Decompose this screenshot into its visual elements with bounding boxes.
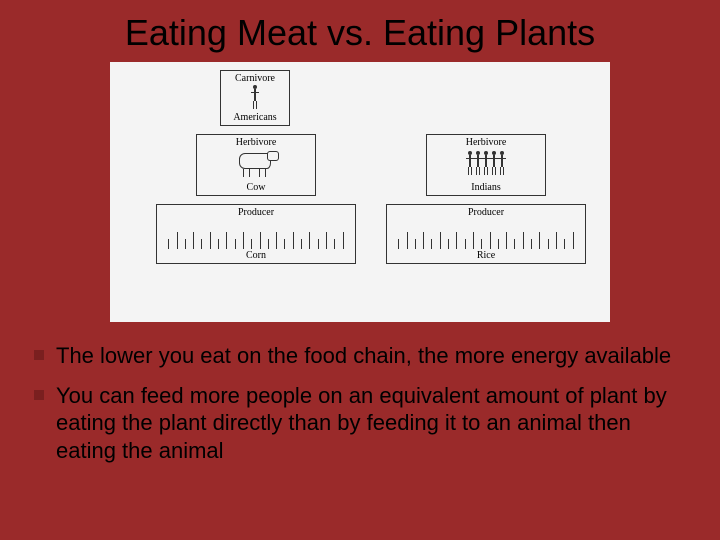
left-pyramid-level-1: HerbivoreCow — [196, 134, 316, 196]
left-pyramid-level-0: Carnivore Americans — [220, 70, 290, 126]
bullet-item-0: The lower you eat on the food chain, the… — [56, 342, 680, 370]
organism-label: Americans — [221, 112, 289, 123]
trophic-label: Herbivore — [427, 137, 545, 148]
foodchain-diagram: CarnivoreAmericansHerbivoreCowProducerCo… — [110, 62, 610, 322]
person-icon — [251, 85, 259, 109]
cow-icon — [233, 149, 279, 177]
organism-label: Rice — [387, 250, 585, 261]
bullet-item-1: You can feed more people on an equivalen… — [56, 382, 680, 465]
trophic-label: Producer — [387, 207, 585, 218]
organism-label: Corn — [157, 250, 355, 261]
person-icon — [482, 151, 490, 175]
people-group — [427, 151, 545, 178]
person-icon — [474, 151, 482, 175]
organism-label: Cow — [197, 182, 315, 193]
person-group — [221, 85, 289, 112]
left-pyramid-level-2: Producer Corn — [156, 204, 356, 264]
slide-title: Eating Meat vs. Eating Plants — [0, 0, 720, 54]
organism-label: Indians — [427, 182, 545, 193]
trophic-label: Carnivore — [221, 73, 289, 84]
plants-icon — [391, 225, 581, 249]
slide: Eating Meat vs. Eating Plants Carnivore A… — [0, 0, 720, 540]
person-icon — [466, 151, 474, 175]
plants-icon — [161, 225, 351, 249]
person-icon — [498, 151, 506, 175]
right-pyramid-level-1: Producer Rice — [386, 204, 586, 264]
bullet-list: The lower you eat on the food chain, the… — [0, 342, 720, 464]
diagram-wrapper: CarnivoreAmericansHerbivoreCowProducerCo… — [0, 62, 720, 322]
trophic-label: Producer — [157, 207, 355, 218]
person-icon — [490, 151, 498, 175]
right-pyramid-level-0: Herbivore Indians — [426, 134, 546, 196]
